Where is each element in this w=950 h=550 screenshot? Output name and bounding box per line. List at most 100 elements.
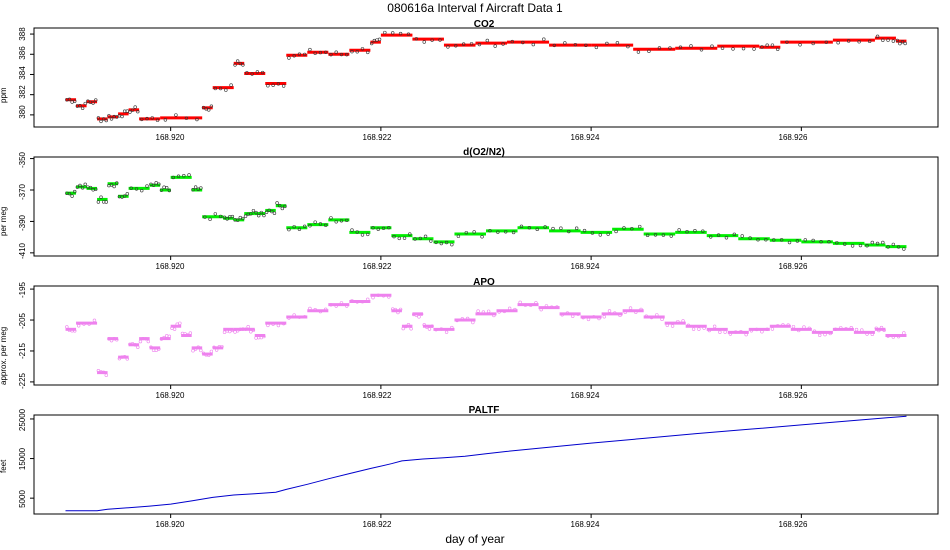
apo-data-point [422,323,426,327]
o2n2-data-point [870,240,875,245]
co2-data-point [334,50,338,54]
o2n2-data-point [835,241,839,245]
o2n2-y-tick-label: -350 [18,151,27,168]
co2-data-point [350,49,354,54]
o2n2-x-tick-label: 168.924 [571,262,600,271]
o2n2-data-point [638,224,642,229]
o2n2-data-point [262,213,266,218]
co2-data-point [78,104,82,108]
o2n2-data-point [622,226,626,230]
apo-data-point [513,307,517,312]
o2n2-data-point [171,175,175,180]
apo-data-point [649,315,654,320]
apo-data-point [196,345,200,349]
apo-data-point [409,327,413,331]
co2-data-point [377,37,382,42]
apo-data-point [201,351,206,355]
o2n2-data-point [366,232,370,237]
apo-data-point [870,332,875,337]
apo-data-point [82,322,86,326]
o2n2-data-point [256,213,261,218]
o2n2-data-point [661,233,666,237]
o2n2-data-point [464,230,468,235]
co2-data-point [207,108,211,112]
paltf-x-ticks: 168.920 168.922 168.924 168.926 [156,520,808,529]
o2n2-data-point [772,238,776,242]
apo-data-point [133,343,137,347]
co2-data-point [770,43,775,47]
apo-data-point [686,323,691,328]
co2-data-point [73,99,77,103]
apo-data-point [199,348,203,353]
o2n2-data-point [827,239,831,244]
o2n2-data-point [355,230,359,234]
co2-y-tick-label: 384 [18,66,27,80]
co2-y-ticks: 380 382 384 386 388 [18,27,27,119]
o2n2-x-ticks: 168.920 168.922 168.924 168.926 [156,262,808,271]
apo-data-point [439,327,444,331]
co2-data-point [115,115,119,119]
co2-data-point [626,44,630,49]
co2-data-point [891,39,896,43]
apo-data-point [476,309,480,313]
apo-data-point [718,330,722,334]
apo-data-point [560,313,564,317]
apo-data-point [149,345,153,349]
o2n2-data-point [254,210,258,215]
apo-data-point [292,313,296,317]
o2n2-data-point [376,227,380,231]
co2-data-point [836,41,840,45]
o2n2-data-point [243,214,248,218]
co2-data-point [731,47,735,51]
o2n2-data-point [803,238,807,242]
co2-data-point [469,42,474,46]
co2-data-point [760,45,764,49]
o2n2-data-point [292,225,296,229]
co2-data-marks [30,30,907,131]
o2n2-data-point [230,214,235,219]
o2n2-data-point [787,240,792,245]
apo-data-point [802,325,806,329]
paltf-x-tick-label: 168.920 [156,520,185,529]
co2-data-point [552,43,557,48]
apo-data-point [414,313,419,317]
o2n2-data-point [450,242,454,247]
apo-data-point [76,324,81,328]
apo-data-point [602,315,606,319]
o2n2-data-point [129,186,133,190]
apo-data-point [345,304,349,308]
apo-data-point [172,327,177,331]
apo-data-point [381,294,386,298]
o2n2-data-point [535,227,539,232]
co2-data-point [360,47,365,51]
apo-data-point [276,323,281,328]
o2n2-data-point [154,181,158,185]
co2-data-point [846,39,851,43]
apo-data-point [401,326,405,331]
o2n2-data-point [434,240,438,245]
o2n2-data-point [881,240,885,245]
o2n2-panel-title: d(O2/N2) [463,147,505,158]
apo-data-point [450,325,454,330]
apo-data-point [597,316,601,321]
co2-data-point [91,101,95,105]
apo-data-point [760,330,764,334]
apo-data-point [186,333,190,337]
apo-x-tick-label: 168.924 [571,391,600,400]
apo-data-point [154,348,158,353]
co2-data-point [430,38,434,42]
apo-panel-title: APO [473,277,495,288]
co2-data-point [542,37,546,41]
apo-data-point [518,300,522,305]
apo-data-point [266,323,270,328]
apo-data-point [676,319,680,324]
o2n2-data-point [73,189,77,194]
apo-x-tick-label: 168.926 [779,391,808,400]
co2-data-point [155,118,160,122]
co2-data-point [668,46,672,50]
co2-data-point [313,51,317,55]
co2-data-point [398,31,403,36]
apo-data-point [765,327,769,332]
o2n2-data-point [480,235,484,239]
apo-data-point [471,320,475,325]
